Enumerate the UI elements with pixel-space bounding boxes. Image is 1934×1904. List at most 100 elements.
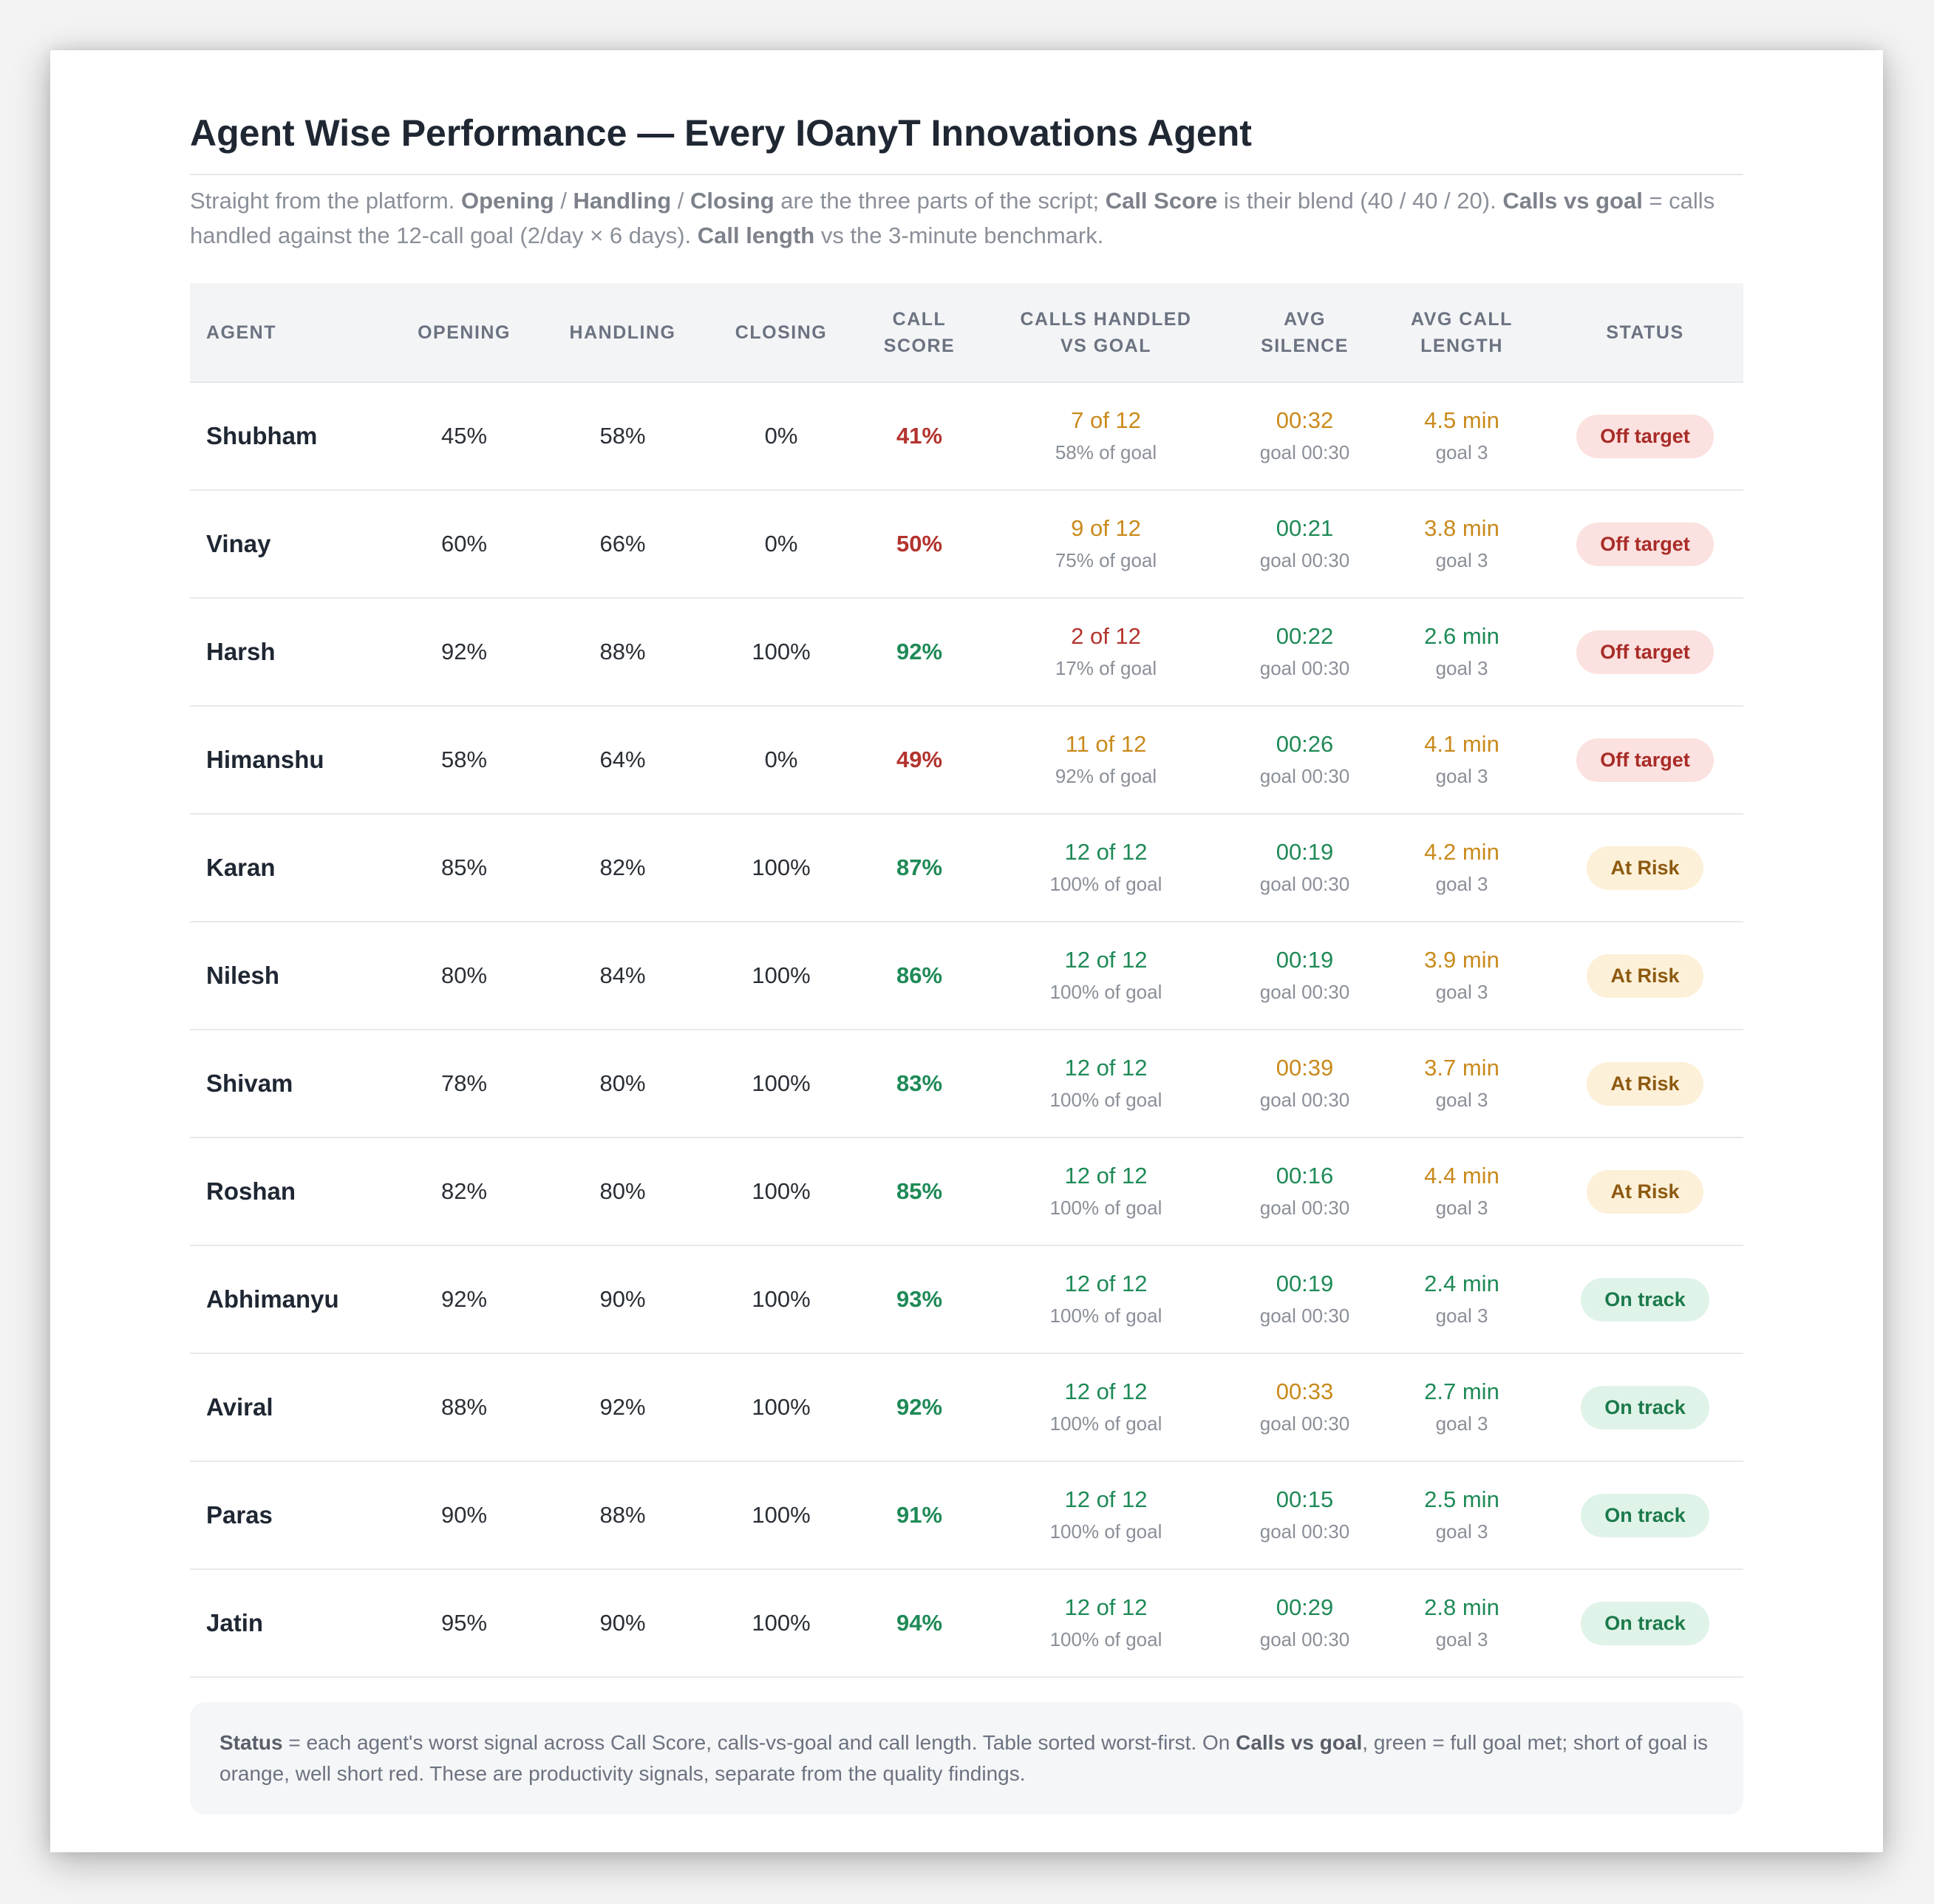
closing-value: 0%: [703, 382, 859, 491]
header-call-score[interactable]: Call Score: [859, 283, 979, 383]
page-subtitle: Straight from the platform. Opening / Ha…: [190, 188, 1715, 248]
length-goal: goal 3: [1435, 1089, 1488, 1111]
calls-vs-goal-cell: 12 of 12 100% of goal: [979, 1138, 1233, 1246]
closing-value: 100%: [703, 1030, 859, 1138]
status-badge: On track: [1581, 1385, 1709, 1429]
agent-name: Shubham: [190, 382, 386, 491]
avg-length-cell: 3.7 min goal 3: [1377, 1030, 1547, 1138]
avg-length-cell: 4.1 min goal 3: [1377, 706, 1547, 815]
agent-name: Himanshu: [190, 706, 386, 815]
opening-value: 60%: [386, 490, 542, 599]
status-badge: Off target: [1576, 630, 1714, 674]
call-score-cell: 92%: [859, 1353, 979, 1462]
table-row[interactable]: Aviral 88% 92% 100% 92% 12 of 12 100% of goal 0…: [190, 1353, 1743, 1462]
call-score-value: 92%: [896, 639, 943, 664]
avg-silence-value: 00:32: [1276, 407, 1334, 433]
calls-handled-value: 12 of 12: [1064, 839, 1148, 865]
report-card: Agent Wise Performance — Every IOanyT In…: [50, 50, 1883, 1852]
table-body: Shubham 45% 58% 0% 41% 7 of 12 58% of goal 00:3…: [190, 382, 1743, 1678]
silence-goal: goal 00:30: [1259, 1628, 1350, 1650]
calls-handled-value: 7 of 12: [1071, 407, 1141, 433]
silence-goal: goal 00:30: [1259, 765, 1350, 787]
header-opening[interactable]: Opening: [386, 283, 542, 383]
agent-name: Abhimanyu: [190, 1245, 386, 1354]
call-score-cell: 87%: [859, 814, 979, 922]
status-cell: Off target: [1547, 490, 1743, 599]
call-score-cell: 94%: [859, 1569, 979, 1678]
avg-length-cell: 3.9 min goal 3: [1377, 922, 1547, 1030]
closing-value: 100%: [703, 1138, 859, 1246]
calls-vs-goal-cell: 12 of 12 100% of goal: [979, 814, 1233, 922]
header-status[interactable]: Status: [1547, 283, 1743, 383]
call-score-value: 83%: [896, 1070, 943, 1096]
opening-value: 92%: [386, 1245, 542, 1354]
call-score-cell: 93%: [859, 1245, 979, 1354]
avg-call-length-value: 4.5 min: [1424, 407, 1499, 433]
status-cell: On track: [1547, 1353, 1743, 1462]
table-row[interactable]: Roshan 82% 80% 100% 85% 12 of 12 100% of goal 0…: [190, 1138, 1743, 1246]
calls-goal-percent: 100% of goal: [1049, 873, 1162, 895]
calls-vs-goal-cell: 12 of 12 100% of goal: [979, 1569, 1233, 1678]
call-score-cell: 50%: [859, 490, 979, 599]
closing-value: 100%: [703, 1569, 859, 1678]
table-row[interactable]: Himanshu 58% 64% 0% 49% 11 of 12 92% of goal 00…: [190, 706, 1743, 815]
calls-goal-percent: 100% of goal: [1049, 1197, 1162, 1219]
calls-vs-goal-cell: 12 of 12 100% of goal: [979, 1245, 1233, 1354]
calls-goal-percent: 100% of goal: [1049, 1305, 1162, 1327]
call-score-value: 50%: [896, 531, 943, 557]
header-agent[interactable]: Agent: [190, 283, 386, 383]
avg-call-length-value: 4.1 min: [1424, 731, 1499, 757]
header-avg-silence[interactable]: Avg Silence: [1233, 283, 1377, 383]
agent-name: Aviral: [190, 1353, 386, 1462]
avg-call-length-value: 4.2 min: [1424, 839, 1499, 865]
avg-silence-cell: 00:16 goal 00:30: [1233, 1138, 1377, 1246]
avg-silence-value: 00:33: [1276, 1378, 1334, 1404]
status-badge: At Risk: [1587, 1061, 1703, 1106]
status-cell: At Risk: [1547, 922, 1743, 1030]
avg-length-cell: 4.5 min goal 3: [1377, 382, 1547, 491]
length-goal: goal 3: [1435, 1628, 1488, 1650]
header-calls-vs-goal[interactable]: Calls handled vs goal: [979, 283, 1233, 383]
table-row[interactable]: Vinay 60% 66% 0% 50% 9 of 12 75% of goal 00:21 g…: [190, 490, 1743, 599]
page-title: Agent Wise Performance — Every IOanyT In…: [190, 109, 1743, 175]
handling-value: 58%: [542, 382, 703, 491]
table-row[interactable]: Harsh 92% 88% 100% 92% 2 of 12 17% of goal 00:2…: [190, 598, 1743, 707]
header-handling[interactable]: Handling: [542, 283, 703, 383]
header-closing[interactable]: Closing: [703, 283, 859, 383]
status-cell: Off target: [1547, 382, 1743, 491]
calls-handled-value: 12 of 12: [1064, 947, 1148, 973]
opening-value: 85%: [386, 814, 542, 922]
call-score-value: 86%: [896, 962, 943, 988]
status-badge: Off target: [1576, 414, 1714, 458]
table-row[interactable]: Paras 90% 88% 100% 91% 12 of 12 100% of goal 00…: [190, 1461, 1743, 1570]
silence-goal: goal 00:30: [1259, 441, 1350, 463]
calls-goal-percent: 100% of goal: [1049, 1628, 1162, 1650]
calls-handled-value: 12 of 12: [1064, 1163, 1148, 1189]
calls-vs-goal-cell: 12 of 12 100% of goal: [979, 922, 1233, 1030]
length-goal: goal 3: [1435, 1520, 1488, 1543]
table-row[interactable]: Nilesh 80% 84% 100% 86% 12 of 12 100% of goal 0…: [190, 922, 1743, 1030]
avg-silence-value: 00:39: [1276, 1055, 1334, 1081]
handling-value: 88%: [542, 598, 703, 707]
opening-value: 88%: [386, 1353, 542, 1462]
opening-value: 92%: [386, 598, 542, 707]
silence-goal: goal 00:30: [1259, 1089, 1350, 1111]
call-score-cell: 91%: [859, 1461, 979, 1570]
calls-vs-goal-cell: 12 of 12 100% of goal: [979, 1030, 1233, 1138]
table-row[interactable]: Shubham 45% 58% 0% 41% 7 of 12 58% of goal 00:3…: [190, 382, 1743, 491]
header-avg-call-length[interactable]: Avg call length: [1377, 283, 1547, 383]
avg-silence-cell: 00:19 goal 00:30: [1233, 814, 1377, 922]
table-row[interactable]: Jatin 95% 90% 100% 94% 12 of 12 100% of goal 00…: [190, 1569, 1743, 1678]
table-row[interactable]: Abhimanyu 92% 90% 100% 93% 12 of 12 100% of go…: [190, 1245, 1743, 1354]
avg-call-length-value: 3.7 min: [1424, 1055, 1499, 1081]
table-row[interactable]: Karan 85% 82% 100% 87% 12 of 12 100% of goal 00…: [190, 814, 1743, 922]
status-cell: At Risk: [1547, 814, 1743, 922]
avg-silence-cell: 00:29 goal 00:30: [1233, 1569, 1377, 1678]
calls-vs-goal-cell: 12 of 12 100% of goal: [979, 1353, 1233, 1462]
length-goal: goal 3: [1435, 981, 1488, 1003]
table-row[interactable]: Shivam 78% 80% 100% 83% 12 of 12 100% of goal 0…: [190, 1030, 1743, 1138]
avg-length-cell: 2.7 min goal 3: [1377, 1353, 1547, 1462]
silence-goal: goal 00:30: [1259, 657, 1350, 679]
status-badge: On track: [1581, 1277, 1709, 1322]
handling-value: 82%: [542, 814, 703, 922]
